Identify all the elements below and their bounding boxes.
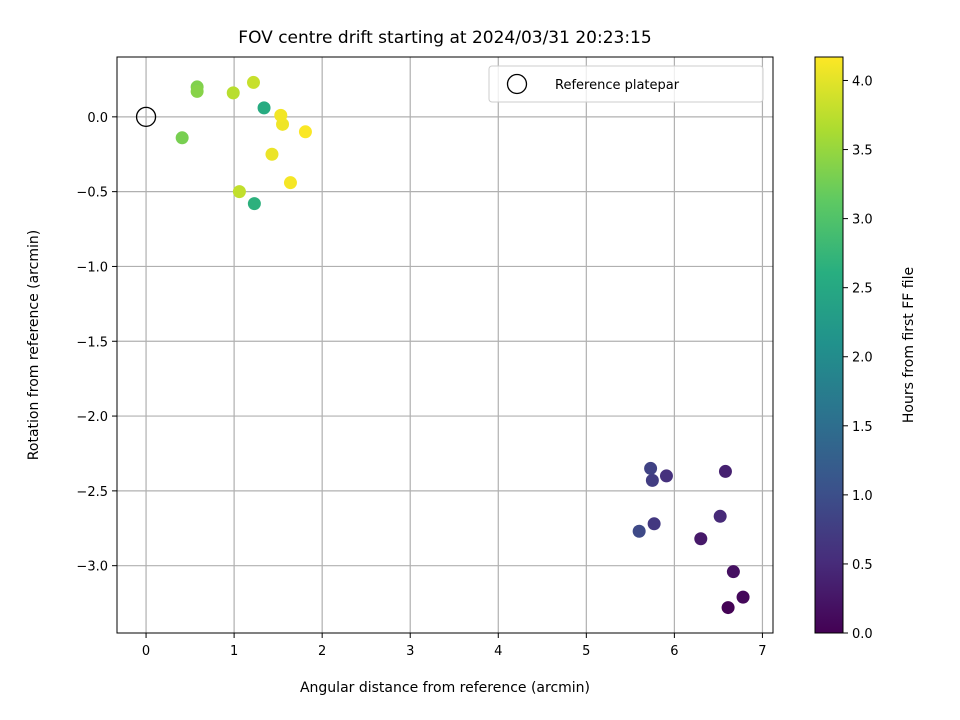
- grid: [117, 57, 773, 633]
- reference-platepar-marker: [135, 106, 157, 127]
- data-point: [274, 108, 288, 122]
- y-tick-label: 0.0: [87, 111, 108, 126]
- x-tick-label: 0: [142, 644, 150, 659]
- colorbar-tick-label: 2.5: [852, 282, 873, 297]
- colorbar-tick-label: 4.0: [852, 74, 873, 89]
- y-tick-label: −2.0: [76, 410, 108, 425]
- data-point: [736, 590, 750, 604]
- x-tick-label: 3: [406, 644, 414, 659]
- colorbar-tick-label: 3.5: [852, 144, 873, 159]
- x-tick-label: 7: [758, 644, 766, 659]
- y-axis-label: Rotation from reference (arcmin): [26, 230, 42, 460]
- data-point: [632, 524, 646, 538]
- data-point: [647, 517, 661, 531]
- data-point: [644, 461, 658, 475]
- legend-marker-reference: [506, 73, 528, 95]
- data-point: [247, 197, 261, 211]
- colorbar-tick-label: 0.5: [852, 558, 873, 573]
- data-point: [283, 176, 297, 190]
- data-point: [721, 601, 735, 615]
- data-point: [713, 509, 727, 523]
- x-axis-label: Angular distance from reference (arcmin): [300, 680, 590, 696]
- data-point: [190, 84, 204, 98]
- chart-title: FOV centre drift starting at 2024/03/31 …: [238, 28, 651, 48]
- colorbar-tick-label: 0.0: [852, 627, 873, 642]
- x-axis-ticks: 0 1 2 3 4 5 6 7: [142, 633, 767, 659]
- data-point: [298, 125, 312, 139]
- colorbar-tick-label: 3.0: [852, 213, 873, 228]
- y-tick-label: −0.5: [76, 186, 108, 201]
- colorbar: 0.0 0.5 1.0 1.5 2.0 2.5 3.0 3.5 4.0 Hours from f…: [814, 56, 917, 642]
- legend: Reference platepar: [488, 65, 764, 103]
- data-point: [726, 565, 740, 579]
- data-point: [659, 469, 673, 483]
- x-tick-label: 6: [670, 644, 678, 659]
- data-points: [135, 75, 750, 615]
- colorbar-tick-label: 2.0: [852, 351, 873, 366]
- colorbar-ticks: 0.0 0.5 1.0 1.5 2.0 2.5 3.0 3.5 4.0: [843, 74, 873, 642]
- data-point: [694, 532, 708, 546]
- x-tick-label: 1: [230, 644, 238, 659]
- data-point: [645, 473, 659, 487]
- data-point: [718, 464, 732, 478]
- y-tick-label: −1.0: [76, 260, 108, 275]
- colorbar-label: Hours from first FF file: [901, 267, 917, 423]
- data-point: [232, 185, 246, 199]
- legend-box: [488, 65, 764, 103]
- legend-label-reference: Reference platepar: [555, 78, 680, 93]
- colorbar-tick-label: 1.5: [852, 420, 873, 435]
- data-point: [226, 86, 240, 100]
- colorbar-tick-label: 1.0: [852, 489, 873, 504]
- plot-frame: [116, 56, 774, 634]
- y-tick-label: −3.0: [76, 560, 108, 575]
- data-point: [246, 75, 260, 89]
- y-axis-ticks: −3.0 −2.5 −2.0 −1.5 −1.0 −0.5 0.0: [76, 111, 117, 575]
- data-point: [257, 101, 271, 115]
- y-tick-label: −2.5: [76, 485, 108, 500]
- x-tick-label: 2: [318, 644, 326, 659]
- colorbar-gradient: [814, 56, 844, 634]
- y-tick-label: −1.5: [76, 335, 108, 350]
- data-point: [175, 131, 189, 145]
- data-point: [265, 147, 279, 161]
- x-tick-label: 5: [582, 644, 590, 659]
- x-tick-label: 4: [494, 644, 502, 659]
